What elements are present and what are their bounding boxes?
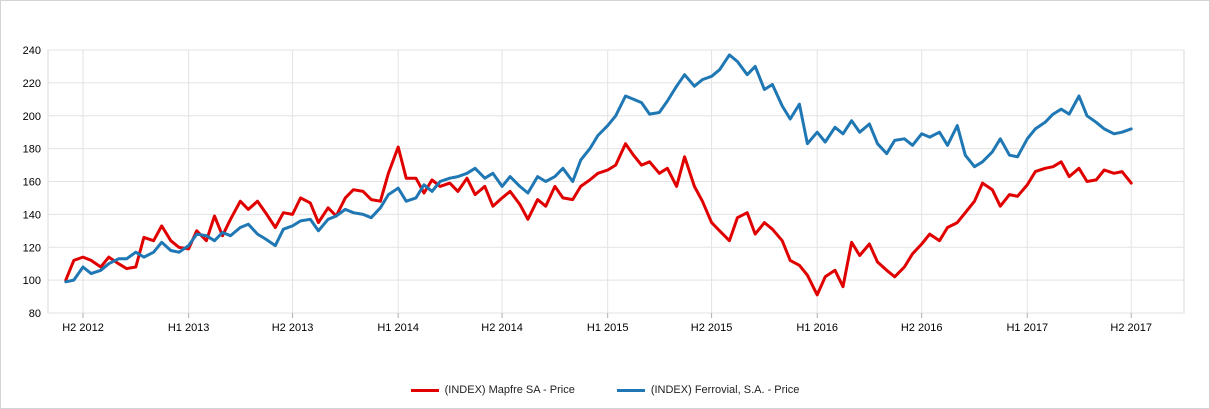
legend-item-mapfre[interactable]: (INDEX) Mapfre SA - Price bbox=[410, 384, 575, 396]
x-tick-label: H1 2016 bbox=[796, 322, 838, 334]
series-lines bbox=[64, 53, 1133, 297]
x-tick-label: H2 2016 bbox=[901, 322, 943, 334]
y-tick-label: 200 bbox=[23, 111, 41, 123]
x-tick-label: H1 2015 bbox=[587, 322, 629, 334]
y-tick-label: 140 bbox=[23, 209, 41, 221]
x-tick-label: H2 2013 bbox=[272, 322, 314, 334]
y-tick-label: 220 bbox=[23, 78, 41, 90]
x-tick-label: H1 2017 bbox=[1006, 322, 1048, 334]
y-tick-label: 80 bbox=[29, 308, 41, 320]
legend-swatch-mapfre bbox=[410, 388, 439, 392]
legend-label-ferrovial: (INDEX) Ferrovial, S.A. - Price bbox=[650, 384, 800, 396]
y-tick-label: 180 bbox=[23, 144, 41, 156]
x-axis-ticks: H2 2012 H1 2013 H2 2013 H1 2014 H2 2014 H1 20… bbox=[62, 313, 1152, 334]
legend: (INDEX) Mapfre SA - Price (INDEX) Ferrov… bbox=[0, 382, 1210, 398]
series-line-ferrovial[interactable] bbox=[64, 53, 1133, 284]
legend-label-mapfre: (INDEX) Mapfre SA - Price bbox=[444, 384, 575, 396]
x-tick-label: H2 2017 bbox=[1110, 322, 1152, 334]
y-tick-label: 120 bbox=[23, 242, 41, 254]
x-tick-label: H1 2013 bbox=[168, 322, 210, 334]
y-tick-label: 100 bbox=[23, 275, 41, 287]
x-tick-label: H1 2014 bbox=[377, 322, 419, 334]
line-chart: 80 100 120 140 160 180 200 220 240 H2 2012 H1 201… bbox=[23, 45, 1185, 334]
y-tick-label: 160 bbox=[23, 177, 41, 189]
x-tick-label: H2 2014 bbox=[481, 322, 523, 334]
y-axis-ticks: 80 100 120 140 160 180 200 220 240 bbox=[23, 45, 41, 320]
legend-item-ferrovial[interactable]: (INDEX) Ferrovial, S.A. - Price bbox=[616, 384, 800, 396]
x-tick-label: H2 2012 bbox=[62, 322, 104, 334]
x-tick-label: H2 2015 bbox=[691, 322, 733, 334]
series-line-mapfre[interactable] bbox=[64, 142, 1133, 297]
legend-swatch-ferrovial bbox=[616, 388, 645, 392]
grid bbox=[47, 49, 1185, 314]
y-tick-label: 240 bbox=[23, 45, 41, 57]
